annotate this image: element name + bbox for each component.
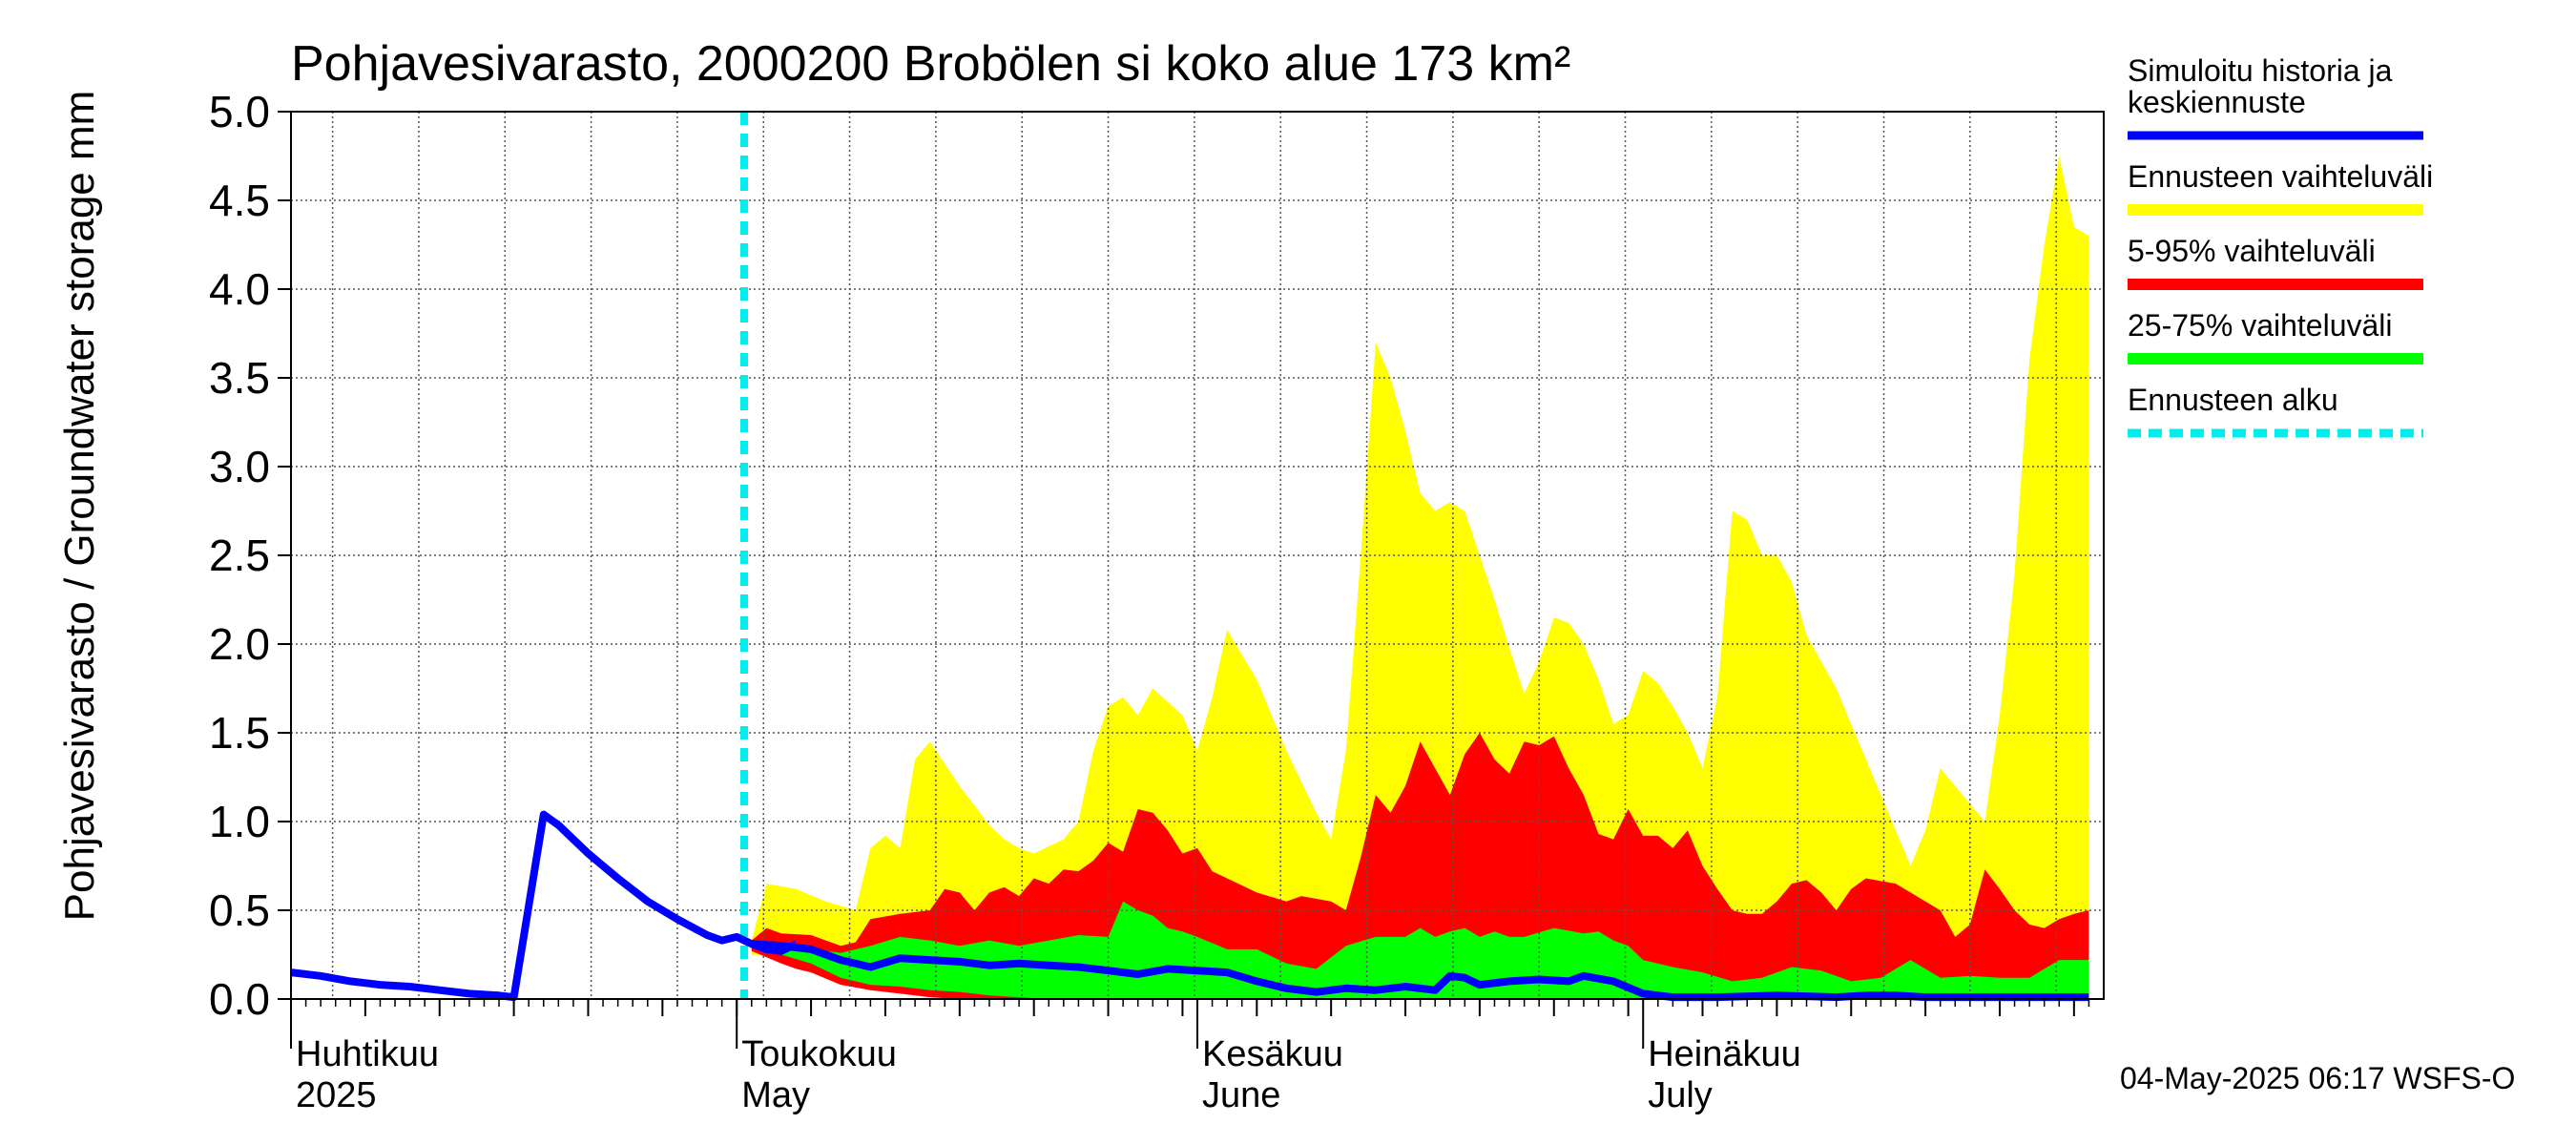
y-axis: 0.0 0.5 1.0 1.5 2.0 2.5 3.0 3.5 4.0 4.5 5.0	[209, 87, 291, 1024]
y-tick-label: 1.5	[209, 708, 270, 758]
y-tick-label: 2.0	[209, 619, 270, 669]
history-line	[290, 810, 799, 1002]
x-month-label-fi: Huhtikuu	[296, 1034, 439, 1074]
grid-lines	[291, 112, 2104, 999]
y-tick-label: 0.0	[209, 974, 270, 1024]
series-lines	[290, 112, 2089, 1002]
y-tick-label: 4.5	[209, 176, 270, 225]
legend-label-history-line1: Simuloitu historia ja	[2128, 53, 2393, 88]
legend-label-range-5-95: 5-95% vaihteluväli	[2128, 234, 2376, 268]
x-month-label-fi: Toukokuu	[741, 1034, 897, 1074]
y-tick-label: 0.5	[209, 885, 270, 935]
y-axis-label: Pohjavesivarasto / Groundwater storage m…	[56, 91, 103, 922]
x-month-label-en: June	[1202, 1075, 1280, 1115]
y-tick-label: 5.0	[209, 87, 270, 136]
y-tick-label: 2.5	[209, 531, 270, 580]
chart-title: Pohjavesivarasto, 2000200 Brobölen si ko…	[291, 36, 1570, 92]
legend: Simuloitu historia ja keskiennuste Ennus…	[2128, 53, 2433, 438]
legend-label-range-full: Ennusteen vaihteluväli	[2128, 159, 2433, 194]
x-month-label-fi: Kesäkuu	[1202, 1034, 1343, 1074]
x-month-label-en: July	[1648, 1075, 1713, 1115]
y-tick-label: 1.0	[209, 797, 270, 846]
x-month-label-en: May	[741, 1075, 810, 1115]
band-full-range	[751, 156, 2089, 999]
band-25-75	[751, 901, 2089, 999]
legend-label-forecast-start: Ennusteen alku	[2128, 383, 2338, 417]
y-tick-label: 3.5	[209, 353, 270, 403]
legend-label-range-25-75: 25-75% vaihteluväli	[2128, 308, 2393, 343]
x-month-label-en: 2025	[296, 1075, 377, 1115]
y-tick-label: 3.0	[209, 442, 270, 491]
band-5-95	[751, 733, 2089, 999]
forecast-bands	[751, 156, 2089, 999]
median-forecast-line	[751, 940, 2089, 1002]
x-month-label-fi: Heinäkuu	[1648, 1034, 1801, 1074]
legend-label-history-line2: keskiennuste	[2128, 85, 2306, 119]
y-tick-label: 4.0	[209, 264, 270, 314]
footer-timestamp: 04-May-2025 06:17 WSFS-O	[2120, 1061, 2515, 1095]
